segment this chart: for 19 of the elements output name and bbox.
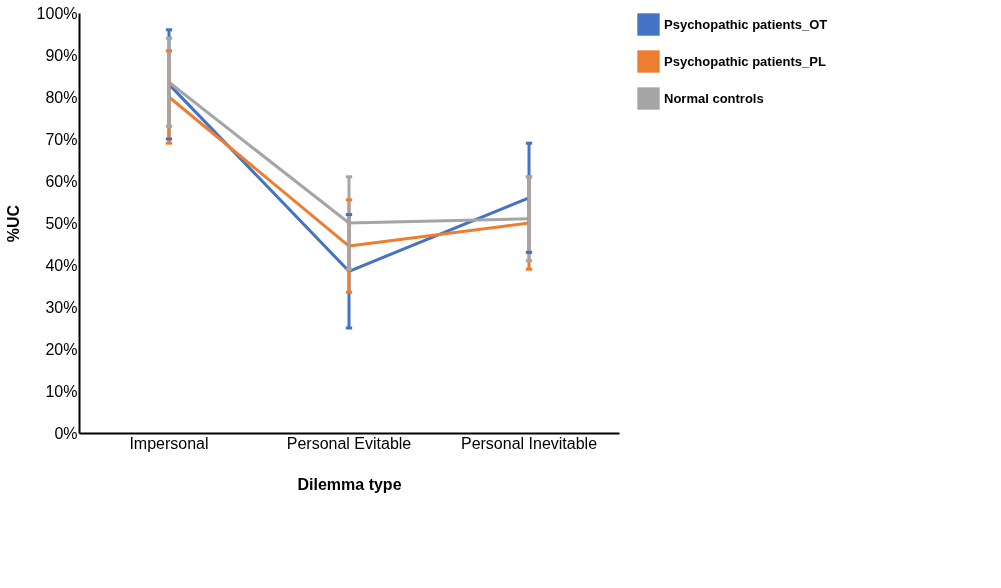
legend-label: Psychopathic patients_OT xyxy=(664,16,828,32)
y-tick-label: 80% xyxy=(45,88,78,106)
x-tick-label: Impersonal xyxy=(129,434,209,452)
legend-label: Normal controls xyxy=(664,90,764,106)
y-tick-label: 20% xyxy=(45,340,78,358)
y-axis-title: %UC xyxy=(4,204,22,243)
y-tick-label: 50% xyxy=(45,214,78,232)
y-tick-label: 10% xyxy=(45,382,78,400)
x-tick-label: Personal Evitable xyxy=(286,434,412,452)
y-tick-label: 90% xyxy=(45,46,78,64)
y-tick-label: 40% xyxy=(45,256,78,274)
y-tick-label: 70% xyxy=(45,130,78,148)
y-tick-label: 30% xyxy=(45,298,78,316)
legend-label: Psychopathic patients_PL xyxy=(664,53,826,69)
y-tick-label: 0% xyxy=(54,424,78,442)
y-tick-label: 60% xyxy=(45,172,78,190)
y-tick-label: 100% xyxy=(36,4,78,22)
x-tick-label: Personal Inevitable xyxy=(460,434,598,452)
x-axis-title: Dilemma type xyxy=(297,475,402,493)
